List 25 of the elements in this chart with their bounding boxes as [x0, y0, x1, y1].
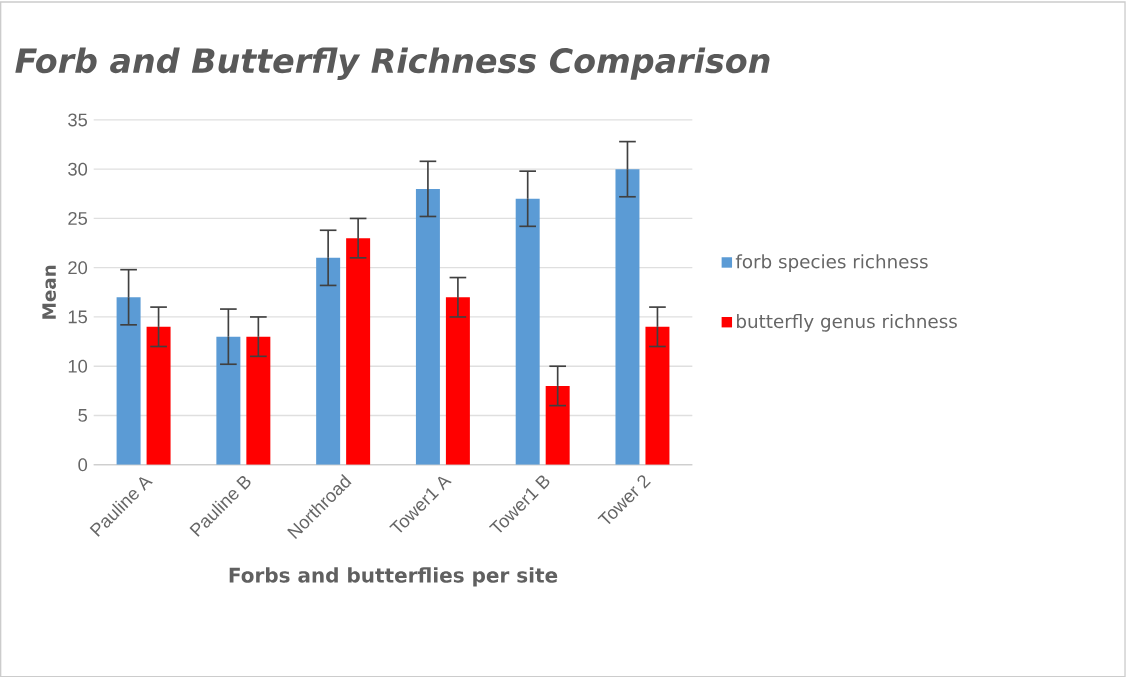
y-tick-label: 10 [68, 359, 88, 373]
bar [445, 297, 470, 465]
bar [216, 336, 241, 465]
bar [545, 385, 570, 465]
y-axis-title: Mean [42, 265, 56, 319]
bar [515, 198, 540, 465]
y-tick-label: 30 [68, 162, 88, 176]
y-tick-label: 35 [68, 113, 88, 127]
bar [415, 188, 440, 465]
legend-label: butterfly genus richness [737, 313, 957, 332]
y-tick-label: 15 [68, 310, 88, 324]
y-tick-label: 5 [78, 408, 88, 422]
legend-label: forb species richness [735, 254, 928, 272]
y-tick-label: 0 [78, 458, 88, 472]
y-tick-label: 25 [68, 211, 88, 225]
bar [316, 257, 341, 465]
bar [645, 326, 670, 465]
x-axis-title: Forbs and butterflies per site [229, 567, 558, 587]
bar [246, 336, 271, 465]
chart-title: Forb and Butterfly Richness Comparison [15, 47, 770, 80]
bar [615, 169, 640, 465]
bar [146, 326, 171, 465]
bar [346, 238, 371, 465]
bar [116, 297, 141, 465]
y-tick-label: 20 [68, 261, 88, 275]
